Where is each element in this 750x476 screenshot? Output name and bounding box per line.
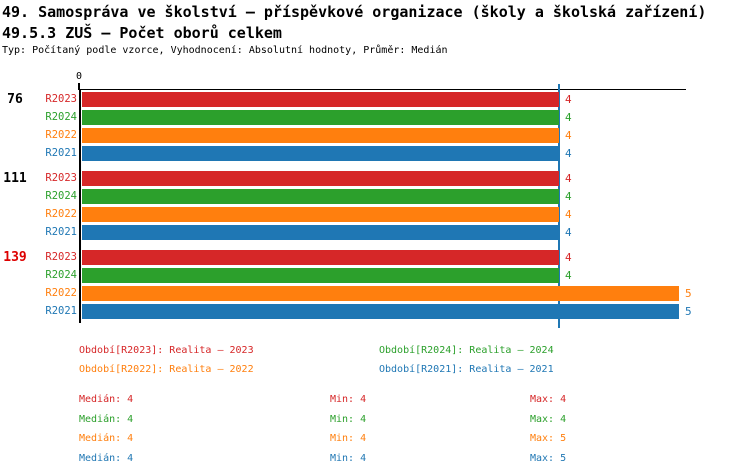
legend-item: Období[R2024]: Realita – 2024	[379, 345, 554, 356]
bar-value-label: 4	[565, 111, 572, 124]
bar-series-label: R2021	[45, 305, 77, 317]
stat-median: Medián: 4	[79, 394, 134, 405]
bar	[82, 128, 559, 143]
bar	[82, 207, 559, 222]
bar-series-label: R2022	[45, 129, 77, 141]
report-title-line2: 49.5.3 ZUŠ – Počet oborů celkem	[2, 24, 282, 42]
bar	[82, 146, 559, 161]
bar	[82, 250, 559, 265]
bar	[82, 189, 559, 204]
stat-min: Min: 4	[330, 413, 367, 425]
y-axis-line	[79, 88, 81, 323]
stat-max: Max: 4	[530, 413, 567, 425]
x-axis-origin-tick	[78, 83, 80, 90]
bar	[82, 286, 679, 301]
stat-min: Min: 4	[330, 394, 367, 405]
bar-value-label: 5	[685, 305, 692, 318]
bar-series-label: R2024	[45, 111, 77, 123]
legend-item: Období[R2022]: Realita – 2022	[79, 364, 254, 375]
bar-series-label: R2024	[45, 269, 77, 281]
bar-value-label: 5	[685, 287, 692, 300]
bar	[82, 225, 559, 240]
bar-value-label: 4	[565, 190, 572, 203]
stat-max: Max: 5	[530, 452, 567, 464]
legend-item: Období[R2021]: Realita – 2021	[379, 364, 554, 375]
bar-value-label: 4	[565, 172, 572, 185]
bar-value-label: 4	[565, 129, 572, 142]
stat-min: Min: 4	[330, 433, 367, 444]
bar-value-label: 4	[565, 251, 572, 264]
median-reference-line	[558, 84, 560, 328]
bar-value-label: 4	[565, 226, 572, 239]
report-subtitle: Typ: Počítaný podle vzorce, Vyhodnocení:…	[2, 45, 448, 56]
bar	[82, 171, 559, 186]
bar-series-label: R2022	[45, 287, 77, 299]
stat-max: Max: 5	[530, 433, 567, 444]
bar-value-label: 4	[565, 269, 572, 282]
bar-series-label: R2023	[45, 172, 77, 184]
bar-series-label: R2023	[45, 251, 77, 263]
bar-series-label: R2023	[45, 93, 77, 105]
stat-max: Max: 4	[530, 394, 567, 405]
stat-min: Min: 4	[330, 452, 367, 464]
x-axis-line	[79, 88, 686, 90]
bar	[82, 268, 559, 283]
bar-value-label: 4	[565, 93, 572, 106]
group-label: 76	[7, 92, 23, 107]
bar-series-label: R2022	[45, 208, 77, 220]
bar-value-label: 4	[565, 147, 572, 160]
report-title-line1: 49. Samospráva ve školství – příspěvkové…	[2, 3, 707, 21]
stat-median: Medián: 4	[79, 452, 134, 464]
stat-median: Medián: 4	[79, 433, 134, 444]
bar	[82, 304, 679, 319]
bar	[82, 110, 559, 125]
bar-value-label: 4	[565, 208, 572, 221]
bar-series-label: R2024	[45, 190, 77, 202]
x-axis-origin-tick-label: 0	[75, 71, 83, 82]
bar-series-label: R2021	[45, 147, 77, 159]
stat-median: Medián: 4	[79, 413, 134, 425]
group-label: 111	[3, 171, 27, 186]
bar-series-label: R2021	[45, 226, 77, 238]
legend-item: Období[R2023]: Realita – 2023	[79, 345, 254, 356]
bar	[82, 92, 559, 107]
group-label: 139	[3, 250, 27, 265]
